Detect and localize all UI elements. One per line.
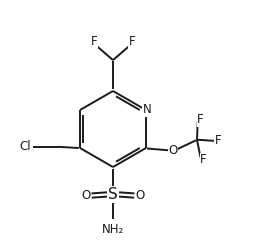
Text: O: O [82, 189, 91, 202]
Text: N: N [143, 103, 152, 116]
Text: O: O [169, 144, 178, 157]
Text: F: F [197, 114, 204, 126]
Text: F: F [91, 35, 97, 48]
Text: S: S [108, 187, 118, 202]
Text: F: F [215, 134, 222, 147]
Text: F: F [129, 35, 135, 48]
Text: NH₂: NH₂ [102, 223, 124, 236]
Text: Cl: Cl [19, 140, 31, 153]
Text: F: F [200, 153, 207, 166]
Text: O: O [135, 189, 144, 202]
